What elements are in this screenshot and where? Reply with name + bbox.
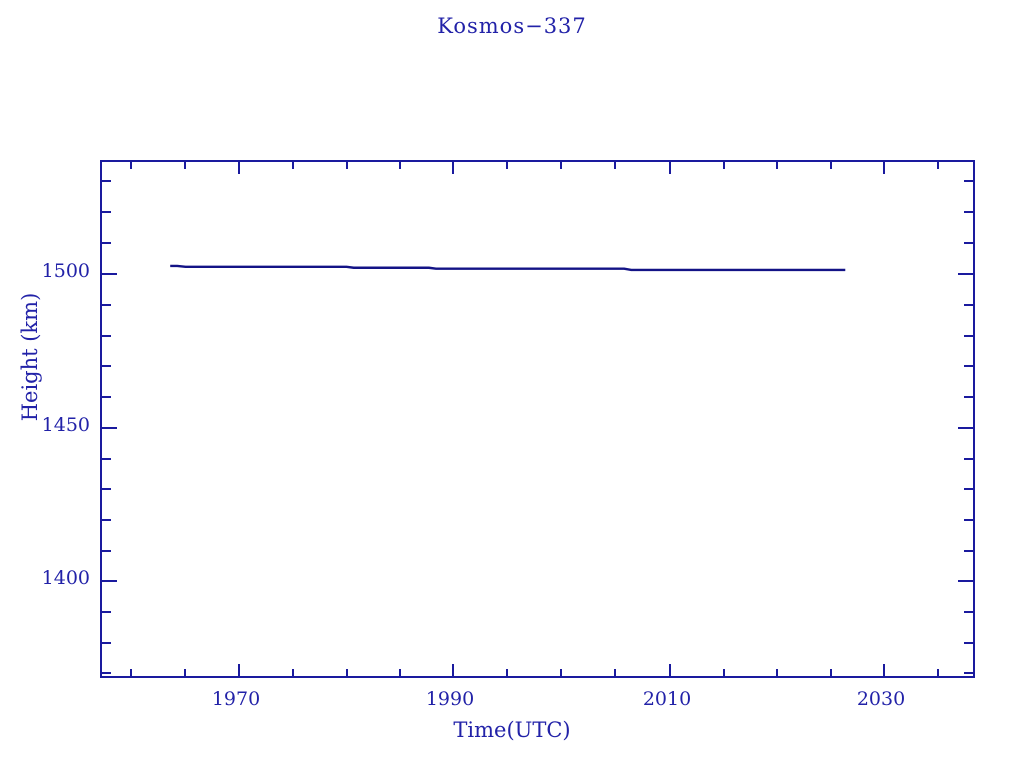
xtick-2030-bottom	[883, 664, 885, 676]
ytick-1500-left	[102, 273, 117, 275]
ytick-minor-right	[964, 458, 973, 460]
xtick-minor-bottom	[560, 669, 562, 676]
xtick-minor-top	[937, 162, 939, 169]
xtick-1990-bottom	[452, 664, 454, 676]
ytick-1400-right	[958, 580, 973, 582]
xtick-minor-top	[184, 162, 186, 169]
plot-area	[100, 160, 975, 678]
ytick-1500-right	[958, 273, 973, 275]
xtick-1990-top	[452, 162, 454, 174]
xtick-minor-top	[723, 162, 725, 169]
ytick-minor-right	[964, 396, 973, 398]
xtick-minor-bottom	[506, 669, 508, 676]
ytick-minor-right	[964, 211, 973, 213]
xtick-minor-top	[130, 162, 132, 169]
ytick-minor-left	[102, 519, 111, 521]
xtick-minor-top	[506, 162, 508, 169]
xtick-minor-top	[830, 162, 832, 169]
ytick-minor-right	[964, 335, 973, 337]
ytick-minor-left	[102, 396, 111, 398]
xtick-minor-bottom	[184, 669, 186, 676]
ytick-minor-right	[964, 642, 973, 644]
ytick-minor-left	[102, 488, 111, 490]
xtick-minor-bottom	[614, 669, 616, 676]
xtick-minor-top	[614, 162, 616, 169]
xtick-minor-top	[346, 162, 348, 169]
ytick-minor-right	[964, 488, 973, 490]
ytick-minor-left	[102, 458, 111, 460]
ytick-minor-left	[102, 335, 111, 337]
ytick-1400-left	[102, 580, 117, 582]
xtick-minor-bottom	[292, 669, 294, 676]
xtick-minor-bottom	[723, 669, 725, 676]
xtick-minor-bottom	[399, 669, 401, 676]
ytick-minor-left	[102, 672, 111, 674]
ytick-minor-left	[102, 180, 111, 182]
ytick-minor-right	[964, 365, 973, 367]
xtick-minor-top	[292, 162, 294, 169]
ytick-minor-left	[102, 242, 111, 244]
ytick-minor-right	[964, 519, 973, 521]
ytick-minor-left	[102, 304, 111, 306]
xtick-minor-bottom	[776, 669, 778, 676]
chart-title: Kosmos−337	[437, 14, 587, 38]
xtick-minor-bottom	[346, 669, 348, 676]
ytick-minor-left	[102, 642, 111, 644]
ytick-1450-left	[102, 427, 117, 429]
xtick-minor-top	[399, 162, 401, 169]
xtick-2010-top	[669, 162, 671, 174]
xtick-minor-bottom	[830, 669, 832, 676]
xtick-minor-bottom	[130, 669, 132, 676]
xtick-2030-top	[883, 162, 885, 174]
y-axis-title: Height (km)	[18, 292, 42, 422]
ytick-minor-left	[102, 611, 111, 613]
ytick-minor-right	[964, 242, 973, 244]
x-axis-title: Time(UTC)	[453, 718, 571, 742]
ytick-minor-left	[102, 365, 111, 367]
xtick-label-1970: 1970	[211, 688, 261, 710]
ytick-minor-right	[964, 672, 973, 674]
ytick-label-1400: 1400	[41, 567, 90, 589]
xtick-label-2030: 2030	[856, 688, 906, 710]
xtick-1970-bottom	[238, 664, 240, 676]
data-series-line	[170, 264, 846, 272]
ytick-minor-left	[102, 550, 111, 552]
ytick-label-1450: 1450	[41, 414, 90, 436]
ytick-minor-right	[964, 611, 973, 613]
xtick-label-2010: 2010	[642, 688, 692, 710]
plot-data-svg	[170, 264, 846, 272]
xtick-minor-bottom	[937, 669, 939, 676]
ytick-label-1500: 1500	[41, 260, 90, 282]
ytick-minor-left	[102, 211, 111, 213]
ytick-minor-right	[964, 304, 973, 306]
xtick-minor-top	[776, 162, 778, 169]
xtick-1970-top	[238, 162, 240, 174]
ytick-1450-right	[958, 427, 973, 429]
ytick-minor-right	[964, 180, 973, 182]
ytick-minor-right	[964, 550, 973, 552]
xtick-label-1990: 1990	[425, 688, 475, 710]
xtick-2010-bottom	[669, 664, 671, 676]
xtick-minor-top	[560, 162, 562, 169]
